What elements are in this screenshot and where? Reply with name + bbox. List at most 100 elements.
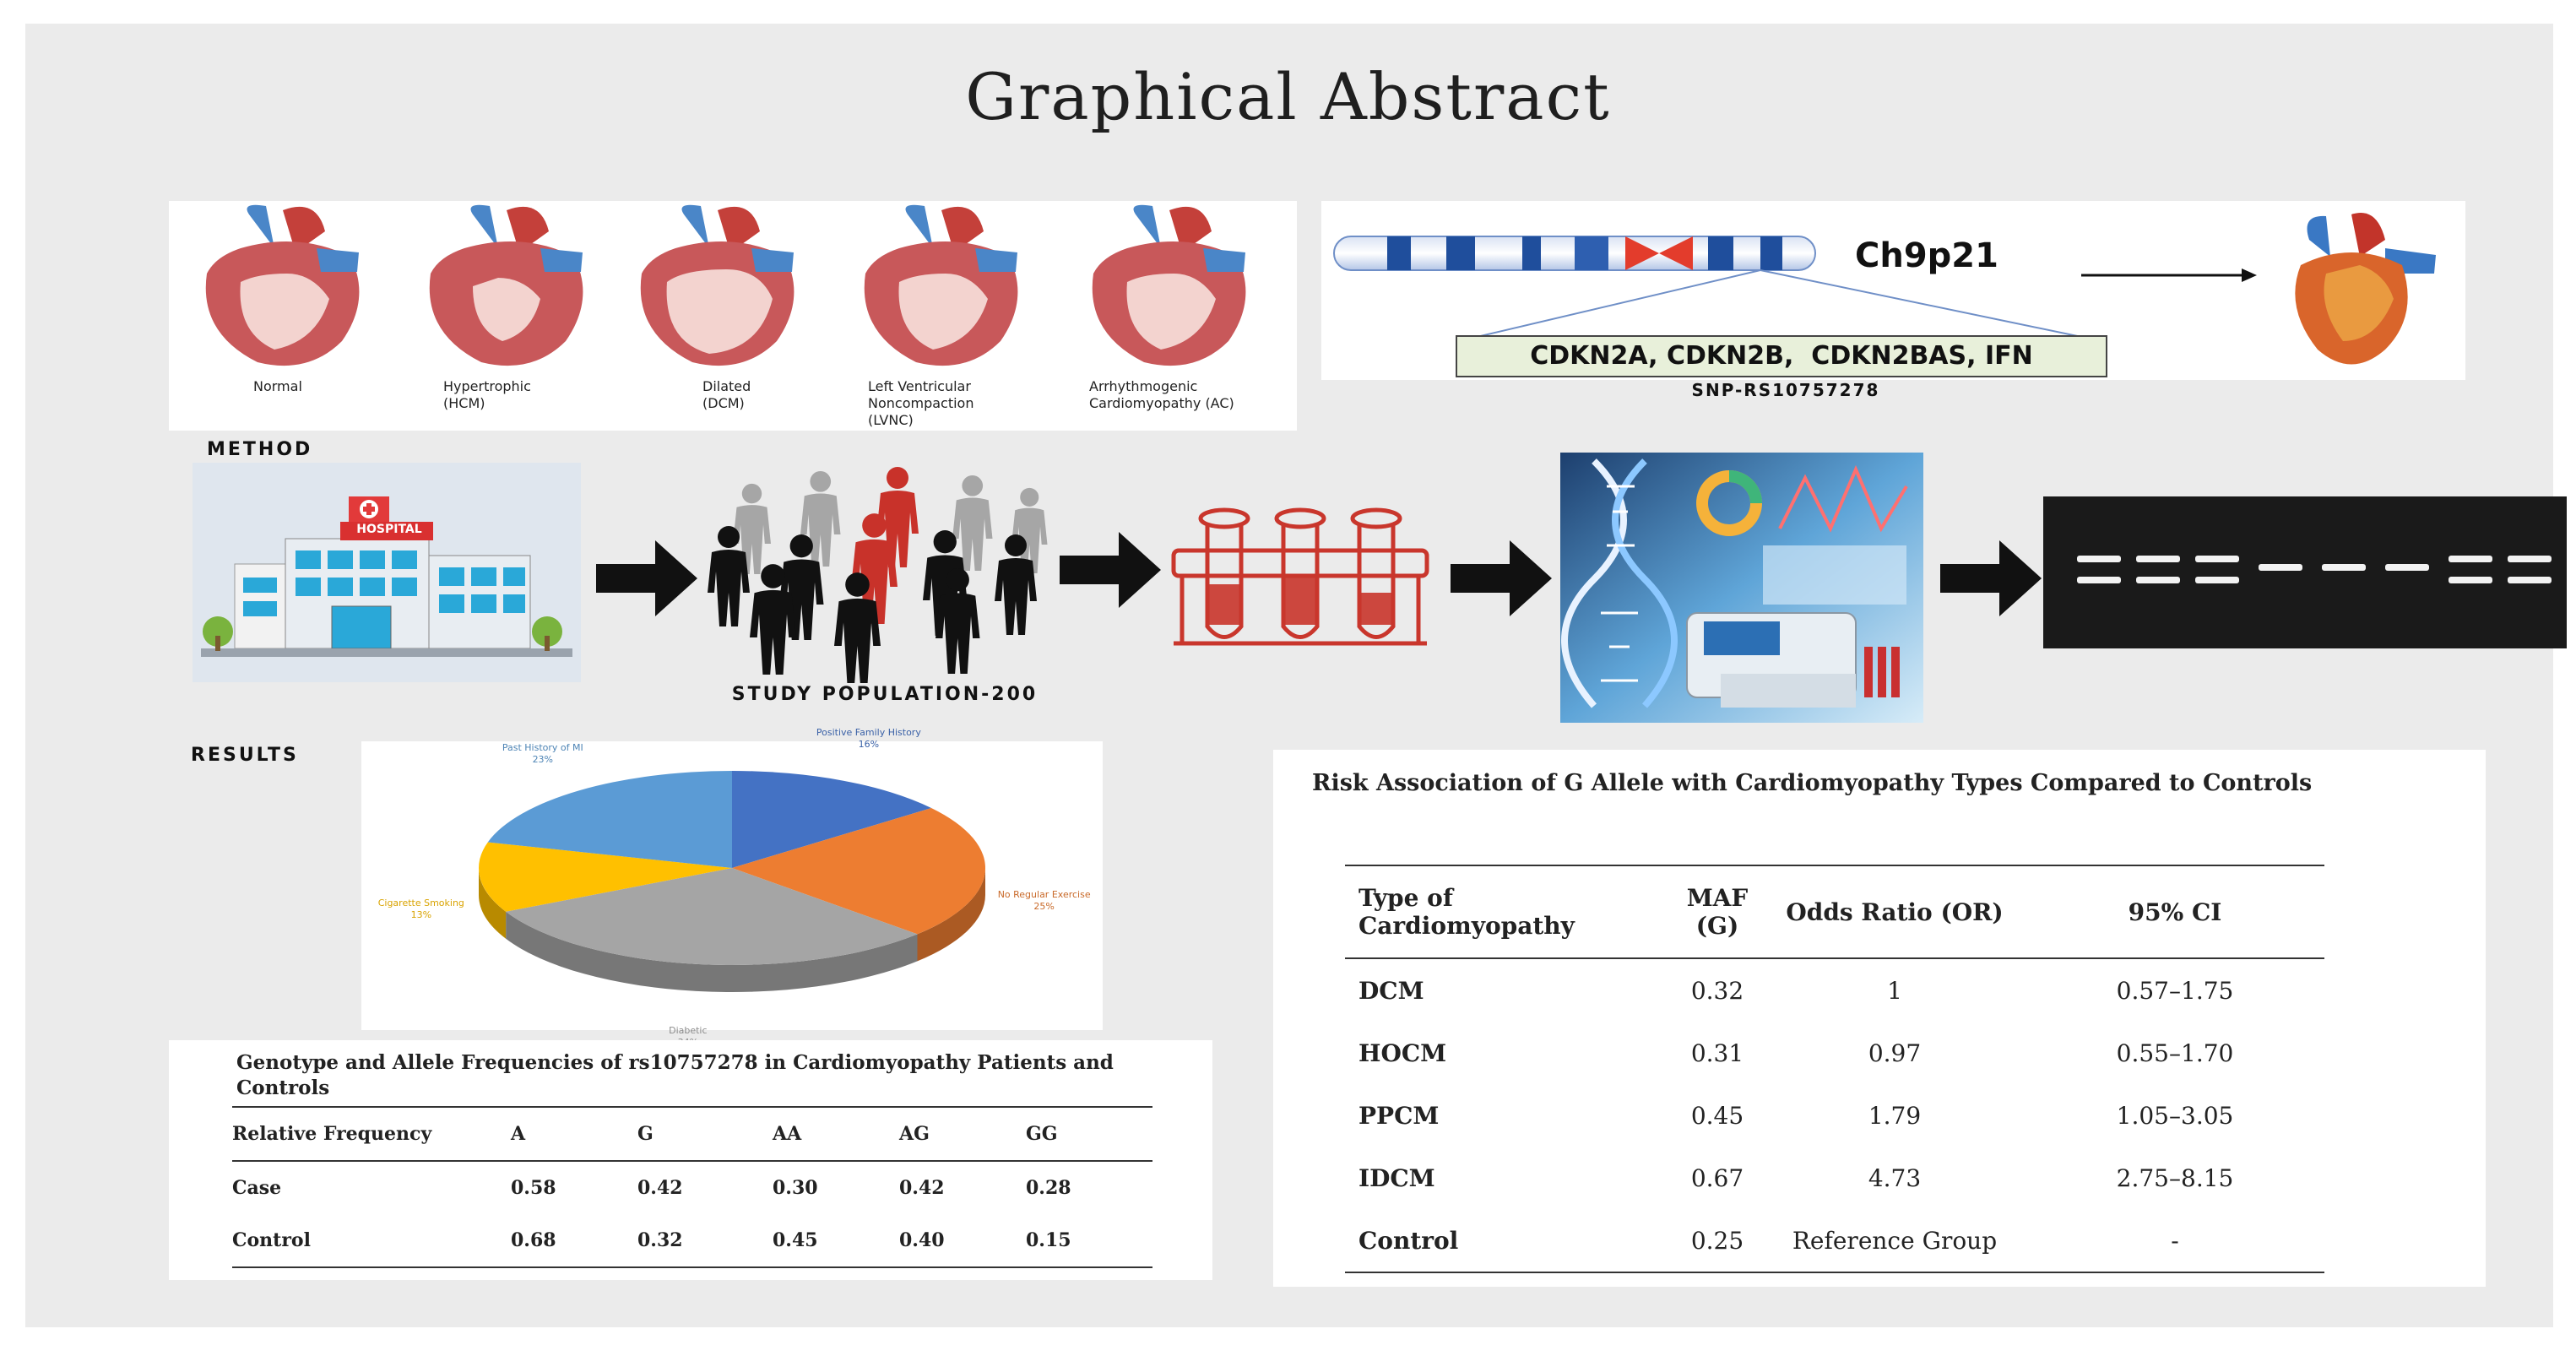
gel-band [2385, 564, 2429, 571]
risk-table: Type of Cardiomyopathy MAF (G) Odds Rati… [1345, 865, 2324, 1273]
person-icon [750, 564, 796, 675]
table-header-cell: MAF (G) [1686, 884, 1749, 940]
chromosome-label: Ch9p21 [1855, 236, 1998, 275]
gel-band [2508, 577, 2552, 583]
table-cell: Reference Group [1792, 1226, 1998, 1255]
gel-band [2322, 564, 2366, 571]
snp-label: SNP-RS10757278 [1691, 380, 1880, 400]
risk-table-caption: Risk Association of G Allele with Cardio… [1312, 770, 2313, 796]
pie-slice [487, 771, 732, 868]
pie-slice-label: No Regular Exercise 25% [985, 889, 1104, 913]
table-cell: 0.67 [1690, 1163, 1744, 1192]
table-header-cell: GG [1026, 1123, 1058, 1145]
heart-anatomy-icon [1092, 204, 1246, 366]
table-row: HOCM 0.31 0.97 0.55–1.70 [1345, 1022, 2324, 1084]
table-cell: 0.57–1.75 [2116, 976, 2234, 1005]
arrow-right-icon [1451, 540, 1552, 616]
pie-slice-side [917, 868, 985, 962]
heart-label-lvnc: Left Ventricular Noncompaction (LVNC) [868, 378, 974, 428]
person-icon [779, 534, 824, 640]
method-label: METHOD [207, 439, 313, 460]
table-cell: 1.05–3.05 [2116, 1101, 2234, 1130]
person-icon [733, 483, 771, 574]
gel-band [2136, 577, 2180, 583]
risk-table-panel: Risk Association of G Allele with Cardio… [1273, 750, 2486, 1287]
heart-icon [2295, 213, 2436, 365]
pie-slice [479, 842, 732, 912]
pie-slice-value: 13% [410, 908, 432, 920]
genetics-panel: Ch9p21 CDKN2A, CDKN2B, CDKN2BAS, IFN SNP… [1321, 201, 2465, 400]
table-cell: 0.32 [1690, 976, 1744, 1005]
table-cell: 0.31 [1690, 1039, 1744, 1067]
table-header-cell: A [511, 1123, 526, 1145]
hearts-panel: Normal Hypertrophic (HCM) Dilated (DCM) … [169, 201, 1297, 431]
table-cell: PPCM [1359, 1101, 1440, 1130]
person-icon [834, 572, 881, 683]
table-cell: HOCM [1359, 1039, 1447, 1067]
table-header-cell: AG [899, 1123, 930, 1145]
hearts-illustration [205, 204, 1246, 366]
table-row: Control 0.25 Reference Group - [1345, 1209, 2324, 1272]
gel-electrophoresis-image [2043, 496, 2567, 648]
arrow-right-icon [596, 540, 697, 616]
table-cell: 0.58 [511, 1177, 556, 1199]
table-cell: 0.68 [511, 1229, 556, 1251]
table-cell: 0.30 [773, 1177, 818, 1199]
table-cell: 0.40 [899, 1229, 945, 1251]
gel-band [2136, 556, 2180, 562]
table-header-cell: 95% CI [2128, 898, 2222, 926]
table-row: PPCM 0.45 1.79 1.05–3.05 [1345, 1084, 2324, 1147]
table-header-cell: G [637, 1123, 653, 1145]
table-row: IDCM 0.67 4.73 2.75–8.15 [1345, 1147, 2324, 1209]
table-header-cell: Odds Ratio (OR) [1786, 898, 2004, 926]
person-icon [952, 475, 993, 571]
table-header-cell: AA [773, 1123, 802, 1145]
pie-slice-label: Positive Family History 16% [810, 727, 928, 751]
table-row: DCM 0.32 1 0.57–1.75 [1345, 958, 2324, 1022]
heart-label-dcm: Dilated (DCM) [702, 378, 751, 411]
table-row: Case 0.58 0.42 0.30 0.42 0.28 [232, 1161, 1152, 1214]
pie-slice-name: Past History of MI [502, 741, 583, 753]
heart-anatomy-icon [429, 204, 583, 366]
arrow-right-icon [1060, 532, 1161, 608]
table-cell: Control [1359, 1226, 1459, 1255]
pie-slice-label: Past History of MI 23% [484, 742, 602, 766]
people-group-icon [708, 467, 1048, 683]
hospital-icon [193, 463, 581, 682]
dna-lab-illustration [1560, 453, 1923, 723]
pie-slice-side [506, 911, 918, 992]
person-icon [995, 534, 1037, 635]
heart-label-ac: Arrhythmogenic Cardiomyopathy (AC) [1089, 378, 1234, 411]
pie-slice-value: 23% [532, 753, 554, 765]
gel-band [2449, 577, 2492, 583]
gene-list: CDKN2A, CDKN2B, CDKN2BAS, IFN [1530, 341, 2033, 371]
test-tube-rack-icon [1171, 507, 1429, 646]
person-icon [851, 513, 898, 624]
table-cell: Control [232, 1229, 311, 1251]
table-cell: 0.28 [1026, 1177, 1071, 1199]
gel-band [2077, 577, 2121, 583]
heart-anatomy-icon [640, 204, 794, 366]
table-cell: 0.15 [1026, 1229, 1071, 1251]
genotype-table: Relative Frequency A G AA AG GG Case 0.5… [232, 1106, 1152, 1268]
pie-slice-value: 25% [1033, 901, 1055, 913]
pie-slice-name: No Regular Exercise [997, 889, 1091, 901]
gel-band [2195, 577, 2239, 583]
pie-slice [732, 808, 985, 935]
pie-slice-label: Cigarette Smoking 13% [362, 898, 480, 921]
table-cell: IDCM [1359, 1163, 1435, 1192]
table-cell: 1.79 [1868, 1101, 1922, 1130]
pie-chart-panel: Positive Family History 16% No Regular Exe… [361, 727, 1104, 1048]
pie-slice-name: Diabetic [669, 1025, 708, 1037]
pie-slice-name: Positive Family History [816, 727, 921, 739]
table-cell: 0.42 [637, 1177, 683, 1199]
table-cell: 0.45 [1690, 1101, 1744, 1130]
table-cell: 0.97 [1868, 1039, 1922, 1067]
table-header-cell: Type of Cardiomyopathy [1359, 884, 1575, 940]
risk-factor-pie-chart [479, 771, 985, 992]
arrow-right-icon [1940, 540, 2042, 616]
heart-label-hcm: Hypertrophic (HCM) [443, 378, 531, 411]
gel-band [2449, 556, 2492, 562]
table-cell: 0.25 [1690, 1226, 1744, 1255]
table-row: Control 0.68 0.32 0.45 0.40 0.15 [232, 1214, 1152, 1267]
